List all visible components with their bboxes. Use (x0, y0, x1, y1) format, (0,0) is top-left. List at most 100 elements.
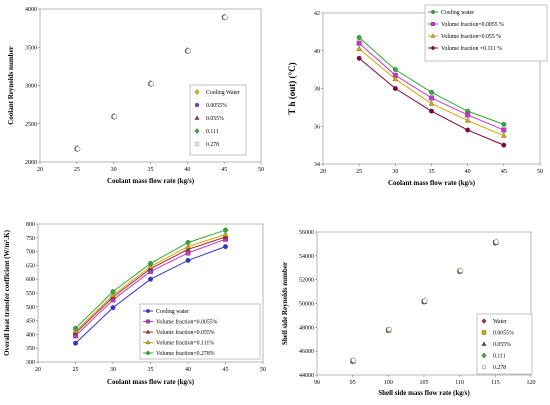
data-point (356, 55, 362, 61)
legend-marker (481, 364, 487, 370)
x-tick-label: 100 (384, 380, 393, 386)
data-point (464, 117, 471, 123)
y-tick-label: 48000 (299, 325, 314, 331)
data-point (222, 231, 229, 237)
x-tick-label: 35 (148, 367, 154, 373)
legend-entry: 0.0055% (206, 103, 227, 109)
legend-entry: Cooling water (441, 10, 474, 16)
data-point (356, 45, 363, 51)
data-point (147, 263, 154, 269)
data-point (392, 75, 399, 82)
data-point (75, 146, 81, 152)
x-tick-label: 25 (356, 169, 362, 175)
data-point (185, 257, 191, 263)
y-tick-label: 40 (314, 49, 320, 55)
x-tick-label: 25 (73, 367, 79, 373)
shell-side-reynolds-chart: 44000 46000 48000 50000 52000 54000 56000 90 95 1… (281, 230, 536, 397)
x-axis-label: Shell side mass flow rate (kg/s) (378, 389, 470, 397)
x-axis-label: Coolant mass flow rate (kg/s) (107, 177, 195, 185)
legend-marker (194, 89, 200, 95)
data-point (428, 89, 434, 95)
series-4 (75, 14, 228, 152)
data-point (222, 227, 228, 233)
data-point (465, 112, 471, 118)
legend-entry: 0.111 (493, 354, 506, 360)
y-tick-label: 2500 (25, 122, 37, 128)
x-tick-label: 45 (501, 169, 507, 175)
legend-marker (145, 319, 150, 324)
y-tick-label: 700 (26, 250, 35, 256)
legend-entry: Volume fraction=0.055 % (441, 33, 501, 40)
legend-marker (145, 339, 151, 345)
y-tick-label: 2000 (25, 160, 37, 166)
data-point (110, 289, 116, 295)
x-axis-label: Coolant mass flow rate (kg/s) (388, 179, 476, 187)
legend-entry: Volume fraction=0.0055% (156, 319, 218, 326)
data-point (112, 114, 118, 120)
legend-marker (194, 141, 200, 147)
y-tick-label: 300 (26, 360, 35, 366)
outlet-temperature-chart: 34 36 38 40 42 20 25 30 35 40 45 50 Coolant mass flo… (287, 4, 548, 187)
y-tick-label: 600 (26, 277, 35, 283)
legend-box (189, 84, 247, 156)
y-tick-label: 650 (26, 263, 35, 269)
data-point (501, 127, 507, 133)
series-1 (356, 40, 507, 133)
data-point (428, 95, 434, 101)
data-point (148, 81, 154, 87)
y-tick-label: 3000 (25, 84, 37, 90)
legend: Cooling water Volume fraction=0.0055 % Vol… (424, 4, 548, 62)
data-point (501, 142, 507, 148)
legend-entry: Volume fraction=0.055% (156, 329, 215, 336)
y-axis-label: Shell side Reynolds number (281, 262, 289, 345)
data-point (392, 67, 398, 73)
legend-entry: Volume fraction=0.278% (156, 350, 215, 357)
y-tick-label: 56000 (299, 230, 314, 236)
x-tick-label: 20 (37, 167, 43, 173)
legend-marker (430, 33, 436, 38)
x-tick-label: 35 (429, 169, 435, 175)
data-point (222, 244, 228, 250)
data-point (110, 292, 116, 298)
legend-entry: 0.278 (493, 365, 506, 371)
y-tick-label: 34 (314, 162, 320, 168)
x-tick-label: 120 (527, 380, 536, 386)
legend-marker (481, 330, 487, 335)
data-point (185, 48, 191, 54)
data-point (147, 276, 153, 282)
y-tick-label: 400 (26, 332, 35, 338)
series-1 (72, 236, 228, 339)
y-tick-label: 50000 (299, 302, 314, 308)
y-tick-label: 54000 (299, 254, 314, 260)
y-tick-label: 46000 (299, 349, 314, 355)
legend-box (139, 303, 261, 360)
legend-marker (145, 329, 151, 334)
x-tick-label: 110 (455, 380, 464, 386)
legend-marker (145, 350, 150, 355)
data-point (185, 246, 191, 252)
y-tick-label: 3500 (25, 45, 37, 51)
legend-marker (430, 22, 435, 27)
y-tick-label: 38 (314, 87, 320, 93)
series-4 (351, 239, 499, 363)
x-tick-label: 25 (74, 167, 80, 173)
data-point (72, 325, 78, 331)
reynolds-number-chart: 2000 2500 3000 3500 4000 20 25 30 35 40 45 50 Coolan… (7, 7, 264, 185)
data-point (465, 127, 471, 133)
data-point (356, 35, 362, 41)
legend-entry: Cooling water (156, 309, 189, 315)
legend-entry: Volume fraction=0.111% (156, 340, 214, 347)
x-tick-label: 95 (350, 380, 356, 386)
legend-marker (430, 9, 435, 14)
data-point (458, 268, 464, 274)
x-tick-label: 40 (185, 367, 191, 373)
data-point (185, 243, 191, 249)
legend-entry: Cooling Water (206, 90, 240, 96)
y-tick-label: 4000 (25, 7, 37, 13)
legend-box (476, 313, 533, 375)
data-point (428, 108, 434, 114)
legend: Water 0.0055% 0.055% 0.111 0.278 (476, 313, 533, 375)
x-tick-label: 115 (491, 380, 500, 386)
y-tick-label: 750 (26, 236, 35, 242)
data-point (428, 100, 435, 106)
